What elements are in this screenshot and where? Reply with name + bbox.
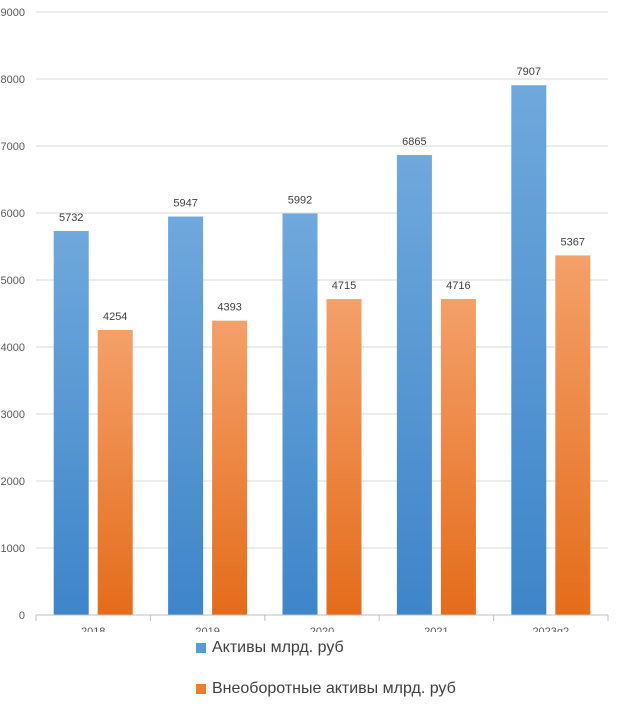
data-label: 5992 xyxy=(288,195,312,207)
data-labels: 5732 4254 5947 4393 5992 4715 6865 4716 7907 5367 xyxy=(59,66,585,323)
legend: Активы млрд. руб Внеоборотные активы млр… xyxy=(196,634,456,716)
legend-swatch-blue xyxy=(196,643,206,653)
y-tick-label: 8000 xyxy=(1,74,25,86)
data-label: 4716 xyxy=(446,280,470,292)
bars xyxy=(53,85,591,616)
axes: 0 1000 2000 3000 4000 5000 6000 7000 8000 9000 201… xyxy=(1,7,609,632)
y-tick-label: 5000 xyxy=(1,275,25,287)
data-label: 5947 xyxy=(173,198,197,210)
bar-noncurrent-assets xyxy=(326,299,362,615)
x-tick-label: 2020 xyxy=(310,626,334,632)
y-tick-label: 0 xyxy=(19,610,25,622)
x-tick-label: 2018 xyxy=(81,626,105,632)
legend-item-noncurrent-assets: Внеоборотные активы млрд. руб xyxy=(196,675,456,703)
legend-label: Внеоборотные активы млрд. руб xyxy=(212,680,456,697)
data-label: 5732 xyxy=(59,212,83,224)
bar-chart: 5732 4254 5947 4393 5992 4715 6865 4716 7907 5367… xyxy=(1,7,609,632)
y-tick-label: 6000 xyxy=(1,208,25,220)
data-label: 5367 xyxy=(561,236,585,248)
legend-item-assets: Активы млрд. руб xyxy=(196,634,456,662)
x-tick-label: 2021 xyxy=(424,626,448,632)
bar-assets xyxy=(168,216,204,615)
data-label: 4393 xyxy=(217,302,241,314)
y-tick-label: 7000 xyxy=(1,141,25,153)
data-label: 4254 xyxy=(103,311,127,323)
y-tick-label: 3000 xyxy=(1,409,25,421)
x-tick-label: 2019 xyxy=(195,626,219,632)
legend-label: Активы млрд. руб xyxy=(212,639,344,656)
bar-noncurrent-assets xyxy=(212,320,248,615)
y-tick-label: 4000 xyxy=(1,342,25,354)
bar-noncurrent-assets xyxy=(555,255,591,615)
y-tick-label: 9000 xyxy=(1,7,25,19)
bar-noncurrent-assets xyxy=(97,329,133,615)
y-tick-label: 1000 xyxy=(1,543,25,555)
legend-swatch-orange xyxy=(196,684,206,694)
data-label: 6865 xyxy=(402,136,426,148)
bar-assets xyxy=(282,213,318,615)
x-tick-label: 2023q2 xyxy=(532,626,569,632)
bar-noncurrent-assets xyxy=(440,299,476,615)
bar-assets xyxy=(53,230,89,615)
y-tick-label: 2000 xyxy=(1,476,25,488)
bar-assets xyxy=(396,155,432,616)
data-label: 7907 xyxy=(517,66,541,78)
data-label: 4715 xyxy=(332,280,356,292)
bar-assets xyxy=(511,85,547,615)
